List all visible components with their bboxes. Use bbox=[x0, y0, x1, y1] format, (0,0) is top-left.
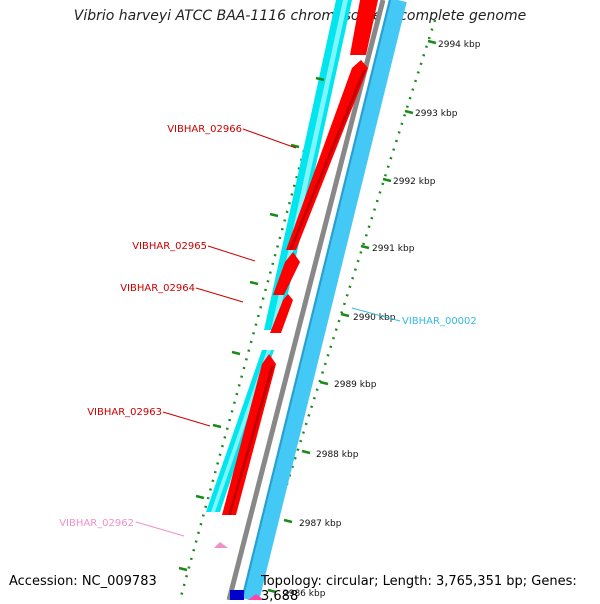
gc-track-edge bbox=[241, 0, 391, 600]
tick-label: 2993 kbp bbox=[415, 109, 458, 119]
gene-arrow-vibhar-02963 bbox=[222, 354, 276, 515]
gene-label-vibhar-02965: VIBHAR_02965 bbox=[132, 241, 207, 252]
gene-label-vibhar-00002: VIBHAR_00002 bbox=[402, 316, 477, 327]
tick-label: 2988 kbp bbox=[316, 450, 359, 460]
callout-line bbox=[207, 245, 256, 262]
gene-label-vibhar-02966: VIBHAR_02966 bbox=[167, 124, 242, 135]
gene-arrow-vibhar-02964 bbox=[270, 294, 293, 333]
gene-arrow-vibhar-02967 bbox=[350, 0, 378, 55]
callout-line bbox=[242, 128, 297, 149]
gene-label-vibhar-02962: VIBHAR_02962 bbox=[59, 518, 134, 529]
tick-label: 2994 kbp bbox=[438, 40, 481, 50]
accession-label: Accession: NC_009783 bbox=[9, 574, 157, 589]
trna-feature bbox=[248, 594, 264, 600]
gene-arrow-shade bbox=[289, 70, 366, 250]
gene-arrow-vibhar-02965 bbox=[273, 252, 300, 295]
tick-label: 2987 kbp bbox=[299, 519, 342, 529]
tick-label: 2986 kbp bbox=[283, 589, 326, 599]
gene-arrow-vibhar-02966 bbox=[286, 60, 368, 250]
callout-line bbox=[195, 287, 244, 303]
inner-ticks bbox=[178, 76, 325, 572]
other-feature bbox=[230, 590, 244, 600]
map-title: Vibrio harveyi ATCC BAA-1116 chromosome … bbox=[73, 8, 527, 24]
gene-label-vibhar-02964: VIBHAR_02964 bbox=[120, 283, 195, 294]
trna-feature-vibhar-02962 bbox=[214, 542, 228, 548]
gene-label-vibhar-02963: VIBHAR_02963 bbox=[87, 407, 162, 418]
gene-arrow-shade bbox=[228, 366, 274, 515]
tick-label: 2989 kbp bbox=[334, 380, 377, 390]
backbone bbox=[226, 0, 386, 600]
callout-line bbox=[162, 411, 211, 427]
tick-label: 2991 kbp bbox=[372, 244, 415, 254]
tick-label: 2992 kbp bbox=[393, 177, 436, 187]
kbp-ticks bbox=[267, 39, 437, 594]
callout-line bbox=[351, 307, 401, 322]
tick-label: 2990 kbp bbox=[353, 313, 396, 323]
gc-track bbox=[241, 0, 407, 600]
callout-line bbox=[135, 521, 185, 537]
